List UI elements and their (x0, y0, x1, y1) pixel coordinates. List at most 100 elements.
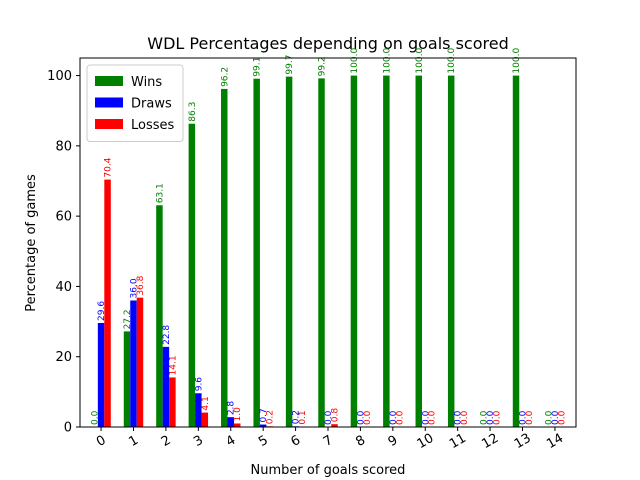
losses-data-label-7: 0.8 (330, 408, 340, 423)
draws-data-label-2: 22.8 (162, 325, 172, 345)
plot-frame (79, 57, 577, 428)
wins-data-label-6: 99.7 (285, 55, 295, 75)
draws-bar-2 (162, 346, 170, 427)
losses-bar-7 (331, 424, 338, 427)
losses-bar-4 (233, 423, 241, 427)
y-tick-label-40: 40 (55, 280, 72, 295)
draws-data-label-12: 0.0 (486, 410, 496, 425)
losses-data-label-2: 14.1 (168, 355, 178, 375)
wins-data-label-7: 99.2 (318, 56, 328, 76)
x-axis-title: Number of goals scored (251, 463, 406, 478)
draws-data-label-14: 0.0 (551, 410, 561, 425)
draws-bar-3 (195, 393, 202, 427)
x-tick-label-14: 14 (544, 431, 566, 452)
draws-bar-5 (259, 424, 267, 427)
x-tick-label-0: 0 (94, 433, 109, 450)
legend-swatch-wins (95, 76, 123, 86)
draws-data-label-9: 0.0 (389, 410, 399, 425)
losses-data-label-9: 0.0 (395, 410, 405, 425)
losses-data-label-8: 0.0 (363, 410, 373, 425)
losses-data-label-13: 0.0 (525, 410, 535, 425)
x-tick-label-3: 3 (191, 433, 206, 450)
losses-bar-2 (169, 377, 176, 427)
x-tick-label-9: 9 (386, 433, 401, 450)
x-tick-label-10: 10 (415, 431, 437, 452)
wins-data-label-4: 96.2 (220, 67, 230, 87)
legend-label-draws: Draws (131, 97, 172, 112)
x-tick-label-6: 6 (288, 433, 303, 450)
wins-bar-13 (512, 75, 520, 428)
draws-data-label-6: 0.2 (292, 410, 302, 424)
wins-bar-9 (383, 75, 390, 428)
wins-data-label-2: 63.1 (155, 183, 165, 203)
draws-data-label-11: 0.0 (454, 410, 464, 425)
losses-bar-0 (104, 179, 111, 427)
wins-data-label-10: 100.0 (415, 48, 425, 74)
x-tick-label-8: 8 (353, 433, 368, 450)
losses-bar-1 (136, 297, 144, 427)
y-axis-title: Percentage of games (24, 174, 39, 312)
x-axis-ticks: 0 1 2 3 4 5 6 7 8 9 10 11 12 13 14 (94, 427, 566, 452)
wins-bar-5 (253, 78, 260, 427)
x-tick-label-4: 4 (224, 433, 239, 450)
wins-data-label-11: 100.0 (447, 48, 457, 74)
legend: Wins Draws Losses (86, 64, 184, 142)
wins-data-label-8: 100.0 (350, 48, 360, 74)
draws-data-label-7: 0.0 (324, 410, 334, 425)
losses-data-label-5: 0.2 (266, 410, 276, 424)
draws-bar-4 (227, 417, 234, 427)
y-tick-label-100: 100 (47, 69, 72, 84)
wins-data-label-12: 0.0 (480, 410, 490, 425)
x-tick-label-2: 2 (159, 433, 174, 450)
wins-data-label-3: 86.3 (188, 102, 198, 122)
y-tick-label-20: 20 (55, 350, 72, 365)
legend-swatch-losses (95, 119, 123, 129)
wins-data-label-14: 0.0 (544, 410, 554, 425)
legend-label-losses: Losses (131, 118, 175, 133)
wins-data-label-1: 27.2 (123, 309, 133, 329)
x-tick-label-11: 11 (447, 431, 469, 452)
x-tick-label-1: 1 (126, 433, 141, 450)
draws-data-label-10: 0.0 (421, 410, 431, 425)
draws-data-label-4: 2.8 (227, 401, 237, 416)
losses-data-label-14: 0.0 (557, 410, 567, 425)
y-tick-label-80: 80 (55, 139, 72, 154)
legend-swatch-draws (95, 97, 123, 108)
losses-bar-3 (201, 412, 209, 427)
wins-data-label-9: 100.0 (382, 48, 392, 74)
draws-data-label-1: 36.0 (129, 278, 139, 298)
losses-data-label-11: 0.0 (460, 410, 470, 425)
losses-data-label-12: 0.0 (493, 410, 503, 425)
losses-data-label-6: 0.1 (298, 410, 308, 424)
wins-data-label-0: 0.0 (91, 410, 101, 425)
chart-title: WDL Percentages depending on goals score… (147, 34, 508, 53)
wins-data-label-13: 100.0 (512, 48, 522, 74)
wins-bar-3 (188, 123, 196, 428)
x-tick-label-12: 12 (479, 431, 501, 452)
draws-data-label-8: 0.0 (356, 410, 366, 425)
losses-data-label-10: 0.0 (428, 410, 438, 425)
draws-bar-1 (130, 300, 137, 427)
x-tick-label-13: 13 (512, 431, 534, 452)
x-tick-label-5: 5 (256, 433, 271, 450)
losses-data-label-4: 1.0 (233, 407, 243, 422)
losses-data-label-0: 70.4 (104, 157, 114, 177)
wins-bar-4 (221, 88, 228, 427)
wins-bar-11 (447, 75, 455, 428)
wins-bar-7 (318, 78, 325, 427)
y-tick-label-60: 60 (55, 210, 72, 225)
wins-bar-1 (123, 331, 131, 427)
draws-data-label-5: 0.7 (259, 408, 269, 422)
data-labels-group: 0.0 27.2 63.1 86.3 96.2 99.1 99.7 99.2 100.0 100.… (91, 48, 568, 425)
wins-data-label-5: 99.1 (253, 57, 263, 77)
wins-bar-6 (285, 76, 293, 427)
bars-group (97, 75, 520, 428)
wins-bar-2 (156, 205, 163, 427)
x-tick-label-7: 7 (321, 433, 336, 450)
legend-label-wins: Wins (131, 75, 162, 90)
y-axis-ticks: 0 20 40 60 80 100 (47, 69, 80, 436)
y-tick-label-0: 0 (64, 421, 72, 436)
losses-data-label-1: 36.8 (136, 275, 146, 295)
draws-data-label-0: 29.6 (97, 301, 107, 321)
